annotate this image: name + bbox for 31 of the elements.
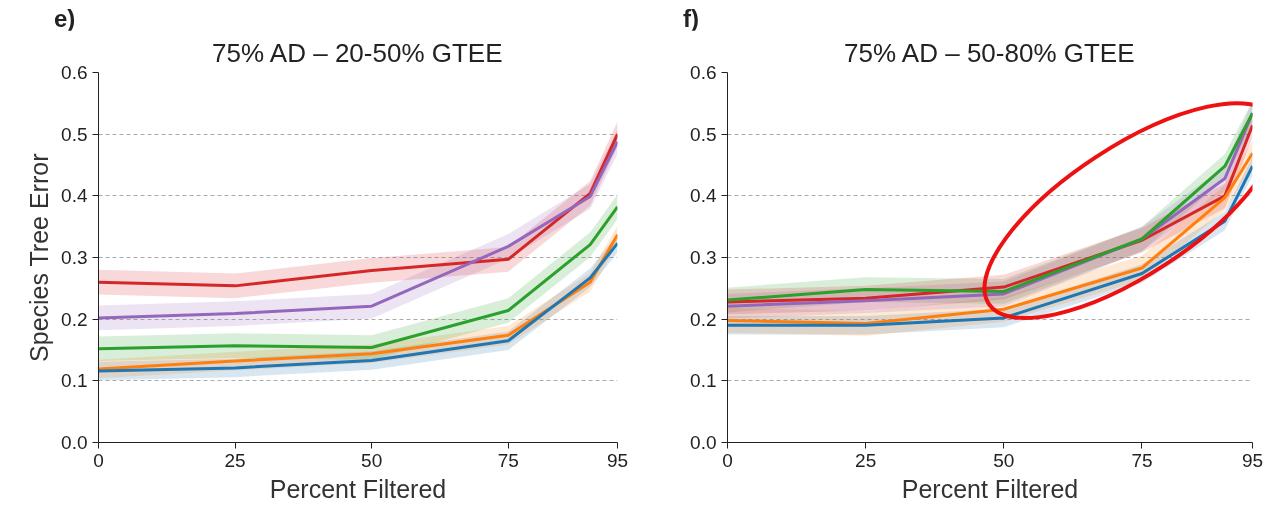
x-tick-label: 75: [497, 449, 519, 471]
x-tick-label: 95: [1241, 449, 1264, 471]
y-tick-label: 0.1: [61, 370, 88, 392]
x-tick-label: 95: [606, 449, 629, 471]
x-tick-label: 25: [224, 449, 246, 471]
y-tick-label: 0.6: [690, 62, 717, 83]
y-tick-label: 0.0: [690, 432, 717, 453]
x-tick-label: 0: [722, 449, 733, 471]
y-tick-label: 0.3: [690, 247, 717, 268]
y-axis-title: Species Tree Error: [25, 153, 54, 362]
y-tick-label: 0.3: [61, 247, 88, 268]
x-tick-label: 50: [361, 449, 383, 471]
x-tick-label: 0: [93, 449, 104, 471]
y-tick-label: 0.4: [690, 185, 717, 207]
y-tick-label: 0.0: [61, 432, 88, 453]
y-tick-label: 0.6: [61, 62, 88, 83]
y-tick-label: 0.2: [61, 308, 88, 330]
x-axis-title: Percent Filtered: [901, 474, 1079, 503]
x-tick-label: 50: [993, 449, 1015, 471]
text: f): [683, 4, 699, 34]
x-axis-title: Percent Filtered: [269, 474, 447, 503]
y-tick-label: 0.4: [61, 185, 88, 207]
text: e): [54, 4, 76, 34]
y-tick-label: 0.5: [61, 123, 88, 145]
y-tick-label: 0.2: [690, 308, 717, 330]
chart-title: 75% AD – 20-50% GTEE: [212, 37, 503, 68]
chart-title: 75% AD – 50-80% GTEE: [844, 37, 1135, 68]
x-tick-label: 75: [1131, 449, 1153, 471]
y-tick-label: 0.5: [690, 123, 717, 145]
x-tick-label: 25: [855, 449, 877, 471]
y-tick-label: 0.1: [690, 370, 717, 392]
